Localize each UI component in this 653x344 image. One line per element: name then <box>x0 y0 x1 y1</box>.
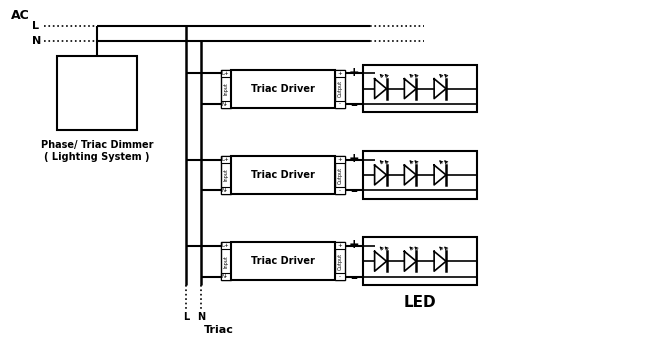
Bar <box>221 100 231 108</box>
Text: –: – <box>350 184 357 198</box>
Text: ( Lighting System ): ( Lighting System ) <box>44 152 150 162</box>
Bar <box>221 243 231 249</box>
Bar <box>221 273 231 280</box>
Text: L: L <box>33 21 39 31</box>
Bar <box>362 65 477 112</box>
Text: AC: AC <box>10 9 29 22</box>
Bar <box>335 156 345 194</box>
Text: N-: N- <box>222 274 228 279</box>
Text: –: – <box>350 98 357 112</box>
Bar <box>221 70 231 108</box>
Text: L+: L+ <box>222 244 230 248</box>
Bar <box>221 70 231 77</box>
Bar <box>335 70 345 77</box>
Text: N-: N- <box>222 101 228 107</box>
Bar <box>335 70 345 108</box>
Text: Output: Output <box>338 80 342 97</box>
Text: -: - <box>339 101 341 107</box>
Text: Triac Driver: Triac Driver <box>251 84 315 94</box>
Text: –: – <box>350 271 357 284</box>
Text: Input: Input <box>223 169 229 181</box>
Text: Phase/ Triac Dimmer: Phase/ Triac Dimmer <box>40 140 153 150</box>
Bar <box>231 243 335 280</box>
Bar <box>221 156 231 163</box>
Text: LED: LED <box>404 295 436 310</box>
Text: +: + <box>338 244 342 248</box>
Text: N-: N- <box>222 188 228 193</box>
Bar <box>221 187 231 194</box>
Text: +: + <box>349 66 359 79</box>
Text: N: N <box>33 36 42 46</box>
Bar <box>362 151 477 199</box>
Text: -: - <box>339 274 341 279</box>
Bar <box>231 156 335 194</box>
Bar <box>231 70 335 108</box>
Text: L+: L+ <box>222 71 230 76</box>
Bar <box>335 100 345 108</box>
Text: +: + <box>349 238 359 251</box>
Text: +: + <box>338 71 342 76</box>
Text: N: N <box>197 312 205 322</box>
Bar <box>335 187 345 194</box>
Text: Triac: Triac <box>204 325 233 335</box>
Bar <box>335 243 345 249</box>
Text: L+: L+ <box>222 157 230 162</box>
Bar <box>335 156 345 163</box>
Bar <box>362 237 477 285</box>
Text: Input: Input <box>223 255 229 268</box>
Bar <box>335 273 345 280</box>
Text: L: L <box>183 312 189 322</box>
Text: Output: Output <box>338 166 342 184</box>
Text: +: + <box>349 152 359 165</box>
Bar <box>221 243 231 280</box>
Text: Input: Input <box>223 82 229 95</box>
Bar <box>335 243 345 280</box>
Bar <box>57 56 136 130</box>
Text: Triac Driver: Triac Driver <box>251 256 315 266</box>
Text: Output: Output <box>338 253 342 270</box>
Text: -: - <box>339 188 341 193</box>
Text: Triac Driver: Triac Driver <box>251 170 315 180</box>
Text: +: + <box>338 157 342 162</box>
Bar <box>221 156 231 194</box>
